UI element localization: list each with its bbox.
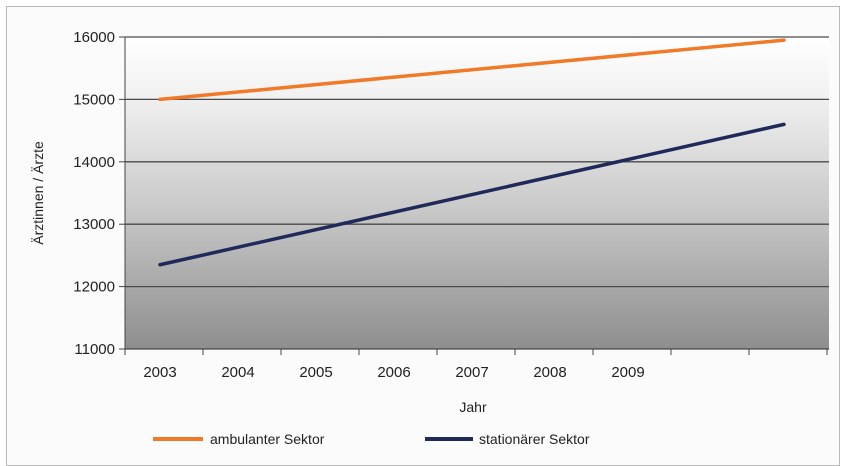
x-tick-label: 2005 — [299, 364, 332, 381]
series-line-ambulant — [158, 38, 786, 102]
x-tick-label: 2004 — [221, 364, 254, 381]
y-tick-label: 11000 — [74, 341, 115, 358]
series-line-stationaer — [158, 122, 786, 267]
x-tick-labels: 2003 2004 2005 2006 2007 2008 2009 — [143, 364, 644, 381]
x-tick-label: 2006 — [377, 364, 410, 381]
y-tick-labels: 11000 12000 13000 14000 15000 16000 — [73, 29, 115, 358]
x-tick-label: 2007 — [455, 364, 488, 381]
y-tick-label: 16000 — [73, 29, 115, 46]
x-axis-title: Jahr — [459, 399, 487, 415]
y-axis-title: Ärztinnen / Ärzte — [30, 141, 46, 245]
x-tick-label: 2008 — [533, 364, 566, 381]
y-tick-label: 15000 — [73, 91, 115, 108]
legend: ambulanter Sektor stationärer Sektor — [153, 431, 590, 447]
y-tick-label: 13000 — [73, 216, 115, 233]
y-tick-label: 14000 — [73, 154, 115, 171]
x-tick-label: 2003 — [143, 364, 176, 381]
legend-label-stationaer: stationärer Sektor — [479, 431, 590, 447]
chart-frame: 11000 12000 13000 14000 15000 16000 2003 2004 2… — [6, 6, 840, 466]
y-tick-label: 12000 — [73, 279, 115, 296]
axes — [124, 37, 829, 355]
x-tick-label: 2009 — [611, 364, 644, 381]
series-lines — [158, 38, 786, 267]
legend-label-ambulant: ambulanter Sektor — [210, 431, 325, 447]
